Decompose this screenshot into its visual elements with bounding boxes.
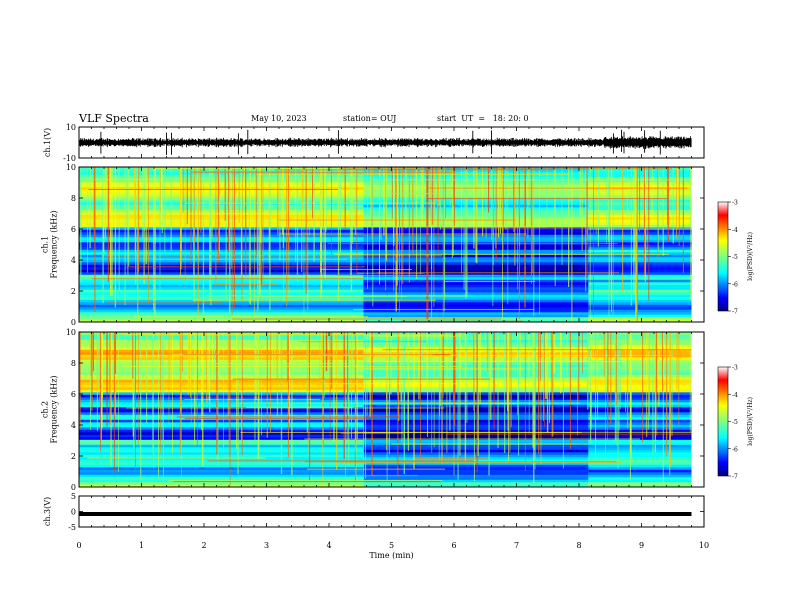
ch2-colorbar-tick-0: -3 <box>732 365 738 372</box>
ch2-colorbar-tick-4: -7 <box>732 474 738 481</box>
ch1-waveform-ytick-1: -10 <box>63 154 76 163</box>
ch3-waveform-ylabel: ch.3(V) <box>43 497 52 526</box>
xaxis-label: Time (min) <box>369 551 413 560</box>
xtick-1: 1 <box>139 541 144 550</box>
ch1-colorbar-label: log(PSD)(V²/Hz) <box>747 232 754 281</box>
ch2-colorbar <box>717 366 729 477</box>
ch1-spectrogram-ylabel: ch.1Frequency (kHz) <box>41 210 59 278</box>
ch1-spectrogram-ytick-4: 8 <box>71 194 76 203</box>
ch2-spectrogram-ytick-0: 0 <box>71 483 76 492</box>
xtick-9: 9 <box>639 541 644 550</box>
xtick-7: 7 <box>514 541 519 550</box>
ch2-spectrogram-ytick-2: 4 <box>71 421 76 430</box>
xtick-5: 5 <box>389 541 394 550</box>
start-time-label: start UT = 18: 20: 0 <box>437 114 529 123</box>
xtick-0: 0 <box>76 541 81 550</box>
ch1-waveform-ytick-0: 10 <box>66 123 76 132</box>
station-label: station= OUJ <box>343 114 397 123</box>
ch2-colorbar-tick-3: -6 <box>732 446 738 453</box>
ch1-spectrogram-ytick-3: 6 <box>71 225 76 234</box>
ch2-spectrogram <box>79 332 704 488</box>
xtick-2: 2 <box>201 541 206 550</box>
chart-title: VLF Spectra <box>79 112 149 125</box>
xtick-4: 4 <box>326 541 331 550</box>
ch1-spectrogram-ytick-5: 10 <box>66 163 76 172</box>
ch3-waveform-frame <box>78 495 705 528</box>
ch3-waveform-trace <box>79 512 692 516</box>
ch3-waveform-ytick-1: 0 <box>71 508 76 517</box>
ch1-spectrogram-ytick-1: 2 <box>71 287 76 296</box>
xtick-10: 10 <box>699 541 709 550</box>
ch1-colorbar-tick-3: -6 <box>732 281 738 288</box>
ch1-colorbar-tick-1: -4 <box>732 227 738 234</box>
ch2-spectrogram-ylabel: ch.2Frequency (kHz) <box>41 375 59 443</box>
ch1-colorbar-tick-4: -7 <box>732 309 738 316</box>
ch1-spectrogram-ytick-0: 0 <box>71 318 76 327</box>
ch2-colorbar-tick-2: -5 <box>732 419 738 426</box>
ch2-colorbar-label: log(PSD)(V²/Hz) <box>747 397 754 446</box>
ch1-colorbar-tick-2: -5 <box>732 254 738 261</box>
ch1-colorbar-tick-0: -3 <box>732 200 738 207</box>
ch2-spectrogram-ytick-4: 8 <box>71 359 76 368</box>
ch2-spectrogram-ytick-3: 6 <box>71 390 76 399</box>
xtick-8: 8 <box>576 541 581 550</box>
xtick-3: 3 <box>264 541 269 550</box>
ch2-spectrogram-ytick-1: 2 <box>71 452 76 461</box>
ch3-waveform-ytick-0: 5 <box>71 492 76 501</box>
ch1-colorbar <box>717 201 729 312</box>
ch1-spectrogram <box>79 167 704 323</box>
date-label: May 10, 2023 <box>251 114 307 123</box>
ch2-colorbar-tick-1: -4 <box>732 392 738 399</box>
ch2-spectrogram-ytick-5: 10 <box>66 328 76 337</box>
ch1-waveform-ylabel: ch.1(V) <box>43 128 52 157</box>
ch1-spectrogram-ytick-2: 4 <box>71 256 76 265</box>
ch1-waveform-trace <box>79 129 692 155</box>
ch3-waveform-ytick-2: -5 <box>68 523 76 532</box>
xtick-6: 6 <box>451 541 456 550</box>
